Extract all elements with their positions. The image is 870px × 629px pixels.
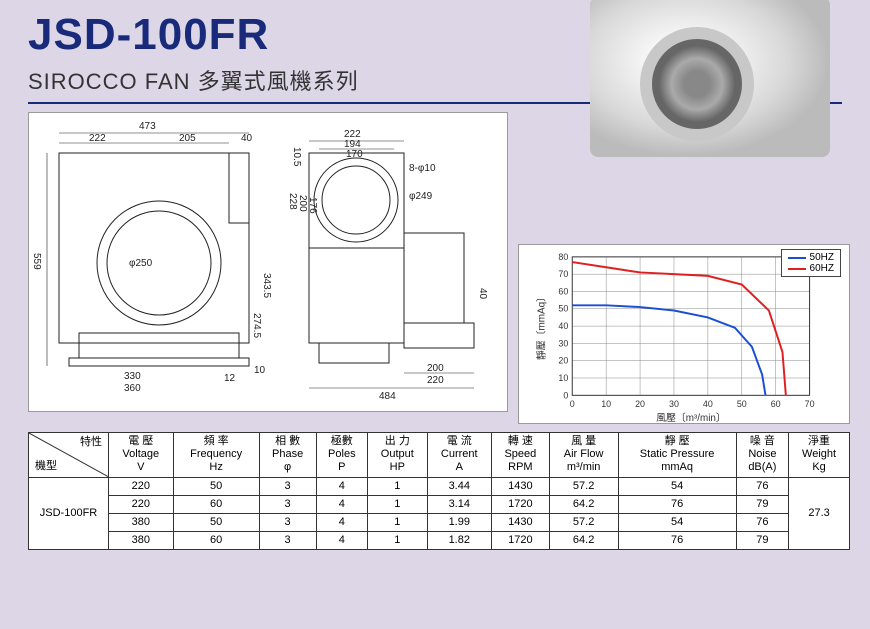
table-cell: 220 [109, 477, 174, 495]
table-header: 電 壓VoltageV [109, 433, 174, 478]
svg-text:40: 40 [558, 321, 568, 331]
table-cell: 54 [618, 513, 736, 531]
table-cell: 3 [259, 495, 316, 513]
table-cell: 4 [316, 477, 368, 495]
svg-text:靜壓〔mmAq〕: 靜壓〔mmAq〕 [535, 292, 548, 360]
table-cell: 50 [173, 513, 259, 531]
spec-table: 特性 機型 電 壓VoltageV頻 率FrequencyHz相 數Phaseφ… [28, 432, 850, 550]
table-cell: 1 [368, 532, 427, 550]
table-cell: 1.82 [427, 532, 492, 550]
table-cell: 3.14 [427, 495, 492, 513]
svg-text:30: 30 [558, 338, 568, 348]
table-row: 380603411.82172064.27679 [29, 532, 850, 550]
table-header: 出 力OutputHP [368, 433, 427, 478]
table-header: 頻 率FrequencyHz [173, 433, 259, 478]
table-cell: 1 [368, 513, 427, 531]
weight-cell: 27.3 [789, 477, 850, 550]
table-cell: 4 [316, 495, 368, 513]
table-cell: 380 [109, 532, 174, 550]
table-cell: 380 [109, 513, 174, 531]
svg-text:60: 60 [771, 399, 781, 409]
table-cell: 3 [259, 532, 316, 550]
table-cell: 54 [618, 477, 736, 495]
table-header: 靜 壓Static PressuremmAq [618, 433, 736, 478]
table-row: 380503411.99143057.25476 [29, 513, 850, 531]
table-cell: 60 [173, 532, 259, 550]
model-cell: JSD-100FR [29, 477, 109, 550]
svg-text:50: 50 [737, 399, 747, 409]
chart-legend: 50HZ60HZ [781, 249, 841, 277]
table-header: 淨重WeightKg [789, 433, 850, 478]
table-cell: 1430 [492, 513, 550, 531]
table-header: 極數PolesP [316, 433, 368, 478]
svg-text:10: 10 [558, 373, 568, 383]
table-header: 電 流CurrentA [427, 433, 492, 478]
svg-text:30: 30 [669, 399, 679, 409]
table-row: JSD-100FR220503413.44143057.2547627.3 [29, 477, 850, 495]
svg-text:60: 60 [558, 286, 568, 296]
table-cell: 3 [259, 477, 316, 495]
table-cell: 3.44 [427, 477, 492, 495]
table-cell: 1 [368, 495, 427, 513]
table-cell: 1720 [492, 495, 550, 513]
technical-drawing: 473 222 205 40 559 343.5 274.5 φ250 330 … [28, 112, 508, 412]
table-cell: 220 [109, 495, 174, 513]
table-corner: 特性 機型 [29, 433, 109, 478]
table-cell: 4 [316, 532, 368, 550]
svg-text:70: 70 [805, 399, 815, 409]
table-cell: 60 [173, 495, 259, 513]
table-cell: 57.2 [549, 477, 618, 495]
table-header: 轉 速SpeedRPM [492, 433, 550, 478]
table-cell: 79 [736, 532, 788, 550]
svg-text:80: 80 [558, 252, 568, 262]
table-header: 風 量Air Flowm³/min [549, 433, 618, 478]
svg-text:70: 70 [558, 269, 568, 279]
table-header: 相 數Phaseφ [259, 433, 316, 478]
table-cell: 57.2 [549, 513, 618, 531]
svg-text:40: 40 [703, 399, 713, 409]
table-cell: 76 [618, 495, 736, 513]
table-cell: 4 [316, 513, 368, 531]
svg-text:0: 0 [570, 399, 575, 409]
svg-text:風壓〔m³/min〕: 風壓〔m³/min〕 [656, 412, 726, 423]
table-cell: 1720 [492, 532, 550, 550]
table-cell: 76 [736, 513, 788, 531]
table-cell: 76 [736, 477, 788, 495]
table-cell: 50 [173, 477, 259, 495]
table-row: 220603413.14172064.27679 [29, 495, 850, 513]
table-cell: 1.99 [427, 513, 492, 531]
svg-text:10: 10 [601, 399, 611, 409]
table-cell: 64.2 [549, 495, 618, 513]
table-cell: 1 [368, 477, 427, 495]
table-cell: 76 [618, 532, 736, 550]
svg-text:20: 20 [558, 356, 568, 366]
table-cell: 64.2 [549, 532, 618, 550]
table-cell: 1430 [492, 477, 550, 495]
table-cell: 79 [736, 495, 788, 513]
product-photo [518, 112, 850, 238]
svg-text:0: 0 [563, 390, 568, 400]
svg-text:50: 50 [558, 304, 568, 314]
performance-chart: 0 10 20 30 40 50 60 70 0 10 20 30 40 50 60 70 80 風壓〔m³/mi… [518, 244, 850, 424]
table-header: 噪 音NoisedB(A) [736, 433, 788, 478]
svg-text:20: 20 [635, 399, 645, 409]
table-cell: 3 [259, 513, 316, 531]
